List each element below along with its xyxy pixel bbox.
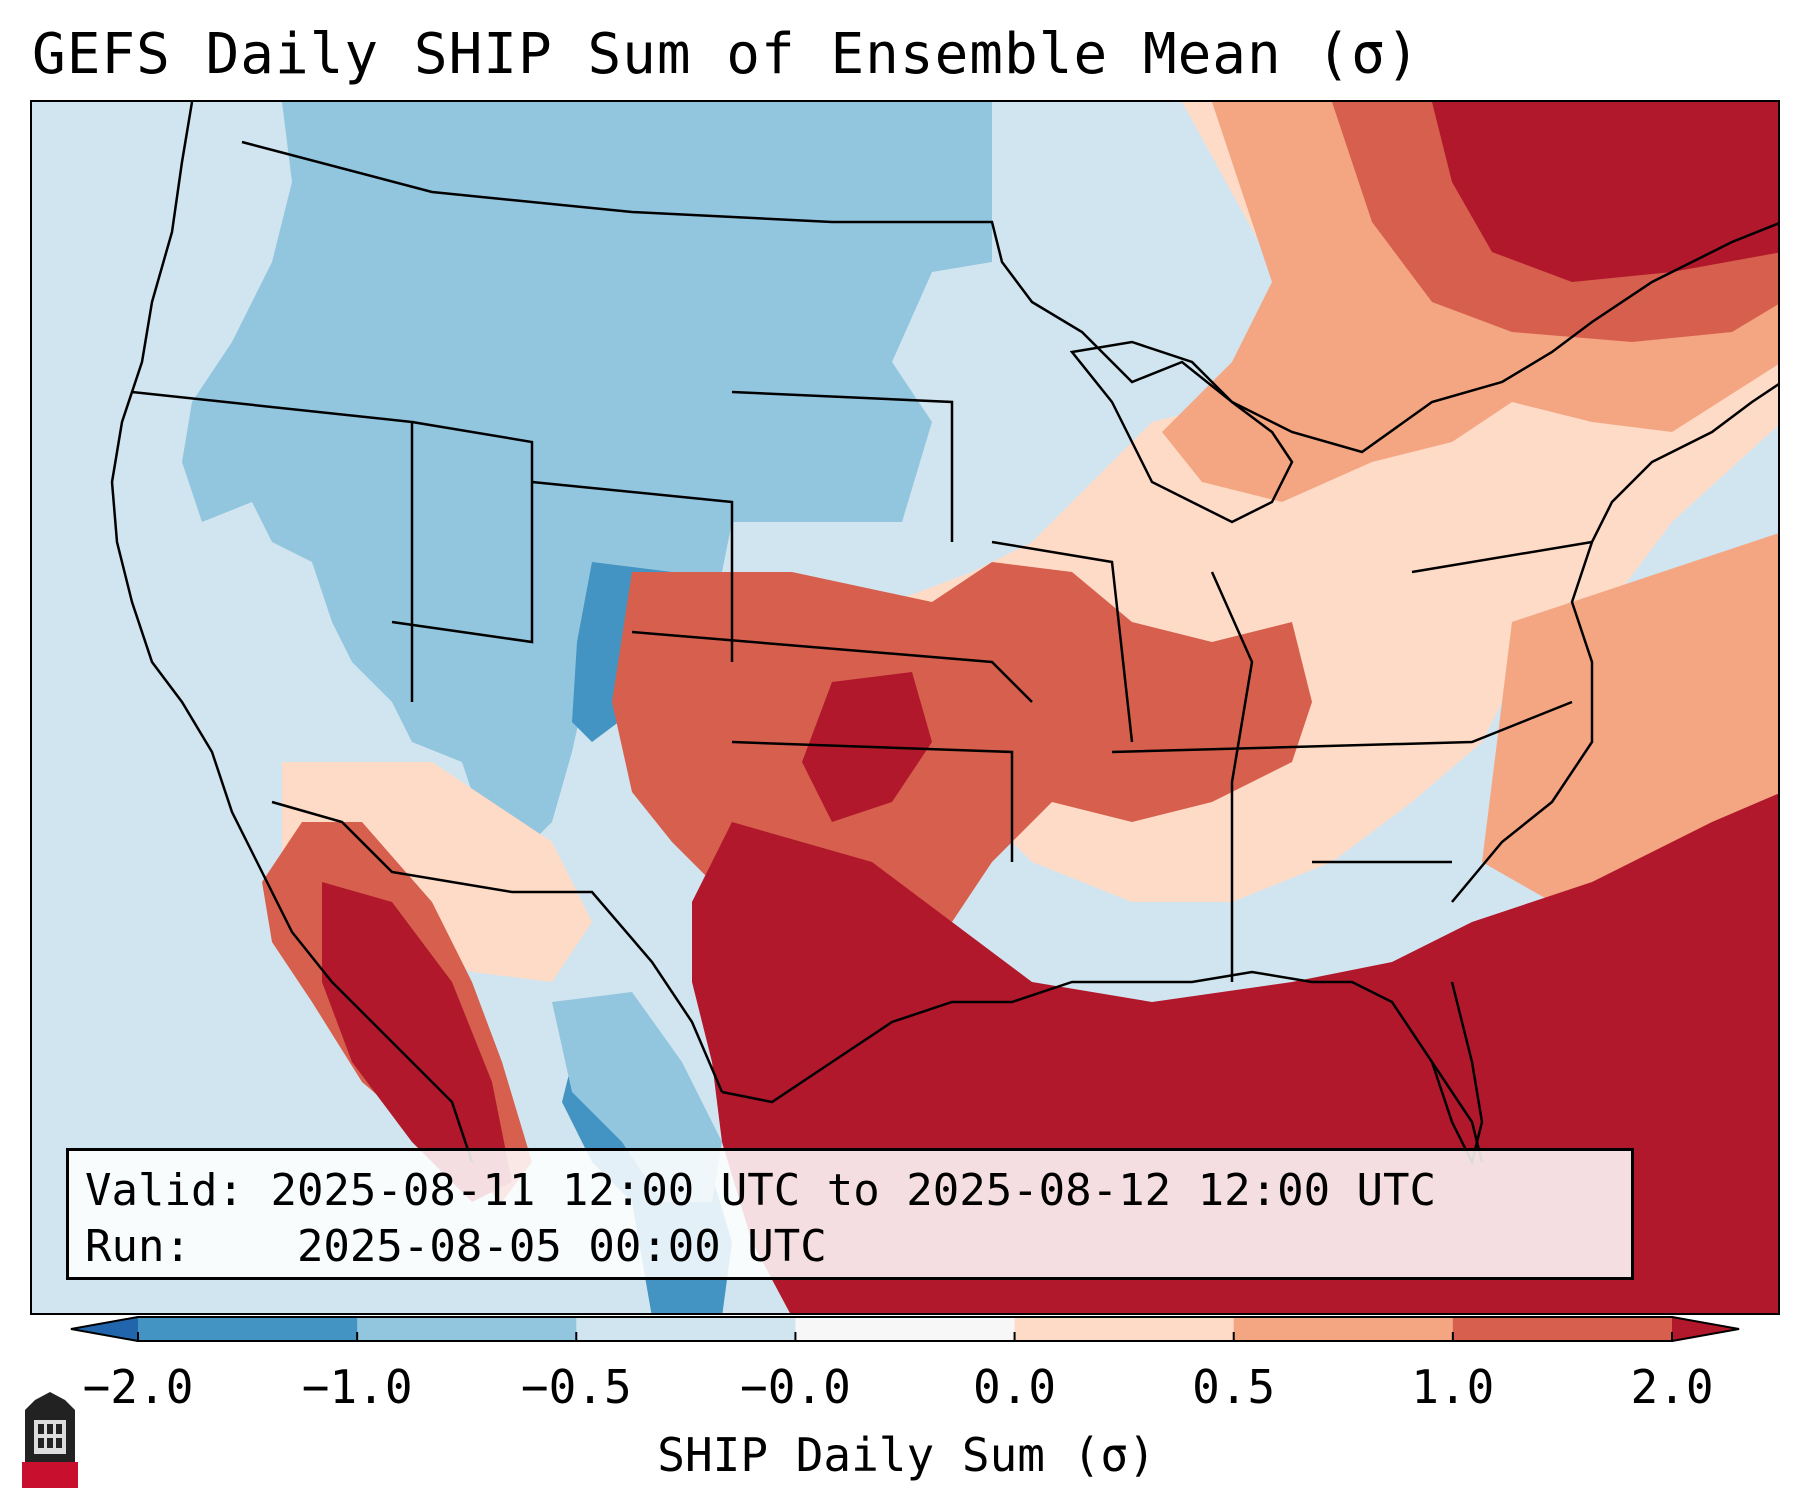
colorbar-tick-label: −2.0 xyxy=(82,1360,194,1414)
run-row: Run: 2025-08-05 00:00 UTC xyxy=(85,1219,1615,1275)
canada-border xyxy=(241,140,1778,454)
colorbar-tick-labels: −2.0 −1.0 −0.5 −0.0 0.0 0.5 1.0 2.0 xyxy=(0,1360,1803,1420)
colorbar-bin xyxy=(138,1316,358,1342)
colorbar-extend-high xyxy=(1672,1316,1740,1342)
great-lakes xyxy=(1069,340,1294,524)
colorbar-label: SHIP Daily Sum (σ) xyxy=(657,1428,1156,1482)
state-line-5 xyxy=(631,630,1033,703)
colorbar-tick-label: 0.5 xyxy=(1192,1360,1276,1414)
colorbar-tick-label: 0.0 xyxy=(973,1360,1057,1414)
field-salmon-atlantic xyxy=(1482,533,1778,902)
run-label: Run: xyxy=(85,1221,191,1272)
state-line-11 xyxy=(1411,540,1593,574)
state-line-4 xyxy=(731,390,954,542)
map-panel xyxy=(30,100,1780,1315)
mexico-border xyxy=(271,800,724,1093)
colorbar-extend-low xyxy=(70,1316,138,1342)
colorbar-tick-label: 2.0 xyxy=(1630,1360,1714,1414)
colorbar-bin xyxy=(1014,1316,1235,1342)
state-line-3 xyxy=(531,480,734,662)
atlantic-coastline xyxy=(1451,383,1778,903)
state-line-8 xyxy=(1111,700,1573,754)
colorbar-tick-label: −0.0 xyxy=(740,1360,851,1414)
state-line-9 xyxy=(1210,571,1254,982)
valid-value: 2025-08-11 12:00 UTC to 2025-08-12 12:00… xyxy=(270,1165,1437,1216)
colorbar-tick-label: −1.0 xyxy=(301,1360,413,1414)
colorbar-bin xyxy=(1452,1316,1673,1342)
colorbar xyxy=(70,1316,1740,1342)
colorbar-bin xyxy=(576,1316,796,1342)
niu-logo-icon xyxy=(22,1392,78,1488)
colorbar-bin xyxy=(795,1316,1016,1342)
colorbar-tick-label: 1.0 xyxy=(1411,1360,1495,1414)
colorbar-svg xyxy=(70,1316,1740,1342)
anomaly-field xyxy=(32,102,1778,1313)
colorbar-tick-label: −0.5 xyxy=(520,1360,632,1414)
field-blue-north xyxy=(182,102,992,842)
field-darkred-quebec xyxy=(1432,102,1778,282)
colorbar-bin xyxy=(357,1316,577,1342)
field-darkred-mexico xyxy=(322,882,512,1202)
florida-coastline xyxy=(1430,981,1484,1166)
state-line-6 xyxy=(731,740,1014,862)
gulf-coastline xyxy=(721,970,1484,1163)
run-value: 2025-08-05 00:00 UTC xyxy=(296,1221,827,1272)
valid-row: Valid: 2025-08-11 12:00 UTC to 2025-08-1… xyxy=(85,1163,1615,1219)
state-line-2 xyxy=(391,420,534,644)
colorbar-bin xyxy=(1233,1316,1454,1342)
map-title: GEFS Daily SHIP Sum of Ensemble Mean (σ) xyxy=(32,22,1421,87)
map-canvas xyxy=(32,102,1778,1313)
boundaries xyxy=(110,102,1778,1166)
valid-label: Valid: xyxy=(85,1165,244,1216)
pacific-coastline xyxy=(110,102,474,1163)
state-line-7 xyxy=(991,540,1134,743)
run-info-box: Valid: 2025-08-11 12:00 UTC to 2025-08-1… xyxy=(66,1148,1634,1280)
